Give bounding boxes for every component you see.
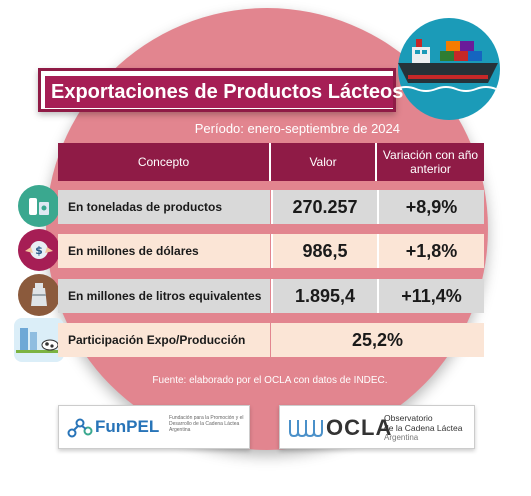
ocla-subtitle-line: Argentina [384,433,419,442]
variation-cell: +8,9% [377,190,484,224]
ocla-logo: OCLA Observatorio de la Cadena Láctea Ar… [279,405,475,449]
variation-cell: +1,8% [377,234,484,268]
dairy-farm-icon [14,318,64,362]
concept-cell: En millones de litros equivalentes [58,279,270,313]
funpel-subtitle: Fundación para la Promoción y el Desarro… [169,415,244,433]
ocla-subtitle: Observatorio de la Cadena Láctea Argenti… [384,413,462,443]
participation-value-cell: 25,2% [271,323,484,357]
cargo-ship-icon [395,18,500,120]
table-row: Participación Expo/Producción 25,2% [58,323,484,357]
dairy-products-icon [18,185,60,227]
funpel-name: FunPEL [95,417,160,436]
svg-text:$: $ [35,244,43,257]
funpel-logo: FunPEL Fundación para la Promoción y el … [58,405,250,449]
concept-cell: En toneladas de productos [58,190,270,224]
header-concept: Concepto [58,143,271,181]
value-cell: 1.895,4 [271,279,377,313]
funpel-mark-icon [67,418,93,438]
handshake-money-icon: $ [18,229,60,271]
ocla-subtitle-line: de la Cadena Láctea [384,423,463,433]
ocla-mark-icon [289,420,323,438]
variation-cell: +11,4% [377,279,484,313]
table-row: En toneladas de productos 270.257 +8,9% [58,190,484,224]
source-note: Fuente: elaborado por el OCLA con datos … [152,375,388,386]
value-cell: 270.257 [271,190,377,224]
table-row: En millones de litros equivalentes 1.895… [58,279,484,313]
value-cell: 986,5 [271,234,377,268]
concept-cell: En millones de dólares [58,234,270,268]
concept-cell: Participación Expo/Producción [58,323,270,357]
page-title: Exportaciones de Productos Lácteos [45,76,403,108]
header-value: Valor [271,143,377,181]
header-variation: Variación con año anterior [377,143,484,181]
period-label: Período: enero-septiembre de 2024 [194,121,400,136]
ocla-name: OCLA [326,415,393,440]
table-row: En millones de dólares 986,5 +1,8% [58,234,484,268]
ocla-subtitle-line: Observatorio [384,413,433,423]
milk-can-icon [18,274,60,316]
